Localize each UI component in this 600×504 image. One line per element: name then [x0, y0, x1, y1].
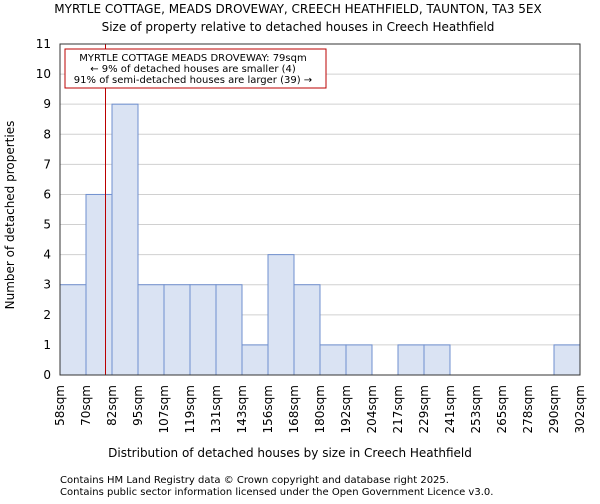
bar-82sqm [111, 103, 139, 376]
footer-line-2: Contains public sector information licen… [60, 487, 493, 498]
y-tick-label: 9 [43, 97, 51, 111]
footer-line-1: Contains HM Land Registry data © Crown c… [60, 475, 449, 486]
x-tick-label: 302sqm [573, 385, 587, 433]
y-tick-label: 10 [36, 67, 51, 81]
chart-subtitle: Size of property relative to detached ho… [102, 20, 495, 34]
plot-frame [59, 43, 581, 376]
bar-107sqm [163, 284, 191, 376]
bar-217sqm [397, 344, 425, 376]
x-tick-label: 156sqm [261, 385, 275, 433]
y-axis-label: Number of detached properties [3, 121, 17, 310]
annotation-line-1: MYRTLE COTTAGE MEADS DROVEWAY: 79sqm [79, 53, 306, 64]
annotation-line-2: ← 9% of detached houses are smaller (4) [90, 64, 296, 75]
x-tick-label: 217sqm [391, 385, 405, 433]
x-tick-label: 241sqm [443, 385, 457, 433]
y-tick-label: 5 [43, 218, 51, 232]
bar-143sqm [241, 344, 269, 376]
x-tick-label: 265sqm [495, 385, 509, 433]
x-tick-label: 253sqm [469, 385, 483, 433]
y-tick-label: 7 [43, 157, 51, 171]
y-tick-label: 0 [43, 368, 51, 382]
annotation-line-3: 91% of semi-detached houses are larger (… [74, 75, 312, 86]
bar-95sqm [137, 284, 165, 376]
y-tick-label: 11 [36, 37, 51, 51]
x-tick-label: 290sqm [547, 385, 561, 433]
x-tick-label: 82sqm [105, 385, 119, 426]
bar-290sqm [553, 344, 581, 376]
x-tick-label: 70sqm [79, 385, 93, 426]
x-tick-label: 204sqm [365, 385, 379, 433]
y-tick-label: 2 [43, 308, 51, 322]
x-tick-label: 192sqm [339, 385, 353, 433]
x-tick-label: 58sqm [53, 385, 67, 426]
annotation-box: MYRTLE COTTAGE MEADS DROVEWAY: 79sqm ← 9… [64, 48, 327, 89]
x-tick-label: 278sqm [521, 385, 535, 433]
bar-70sqm [85, 193, 113, 376]
annotation-frame [64, 48, 327, 89]
x-tick-label: 168sqm [287, 385, 301, 433]
x-tick-label: 95sqm [131, 385, 145, 426]
bars [59, 103, 581, 376]
x-tick-label: 107sqm [157, 385, 171, 433]
x-tick-label: 180sqm [313, 385, 327, 433]
x-tick-label: 119sqm [183, 385, 197, 433]
y-tick-label: 4 [43, 248, 51, 262]
x-tick-label: 143sqm [235, 385, 249, 433]
bar-168sqm [293, 284, 321, 376]
bar-58sqm [59, 284, 87, 376]
x-tick-labels: 58sqm 70sqm 82sqm 95sqm 107sqm 119sqm 131sqm 14… [53, 385, 587, 433]
y-tick-labels: 0 1 2 3 4 5 6 7 8 9 10 11 [36, 37, 51, 382]
y-tick-label: 6 [43, 187, 51, 201]
x-tick-label: 229sqm [417, 385, 431, 433]
bar-156sqm [267, 254, 295, 376]
x-tick-label: 131sqm [209, 385, 223, 433]
bar-192sqm [345, 344, 373, 376]
y-tick-label: 8 [43, 127, 51, 141]
bar-180sqm [319, 344, 347, 376]
y-tick-label: 3 [43, 278, 51, 292]
y-tick-label: 1 [43, 338, 51, 352]
bar-131sqm [215, 284, 243, 376]
bar-119sqm [189, 284, 217, 376]
bar-229sqm [423, 344, 451, 376]
x-axis-label: Distribution of detached houses by size … [108, 446, 472, 460]
chart-title: MYRTLE COTTAGE, MEADS DROVEWAY, CREECH H… [54, 2, 541, 16]
